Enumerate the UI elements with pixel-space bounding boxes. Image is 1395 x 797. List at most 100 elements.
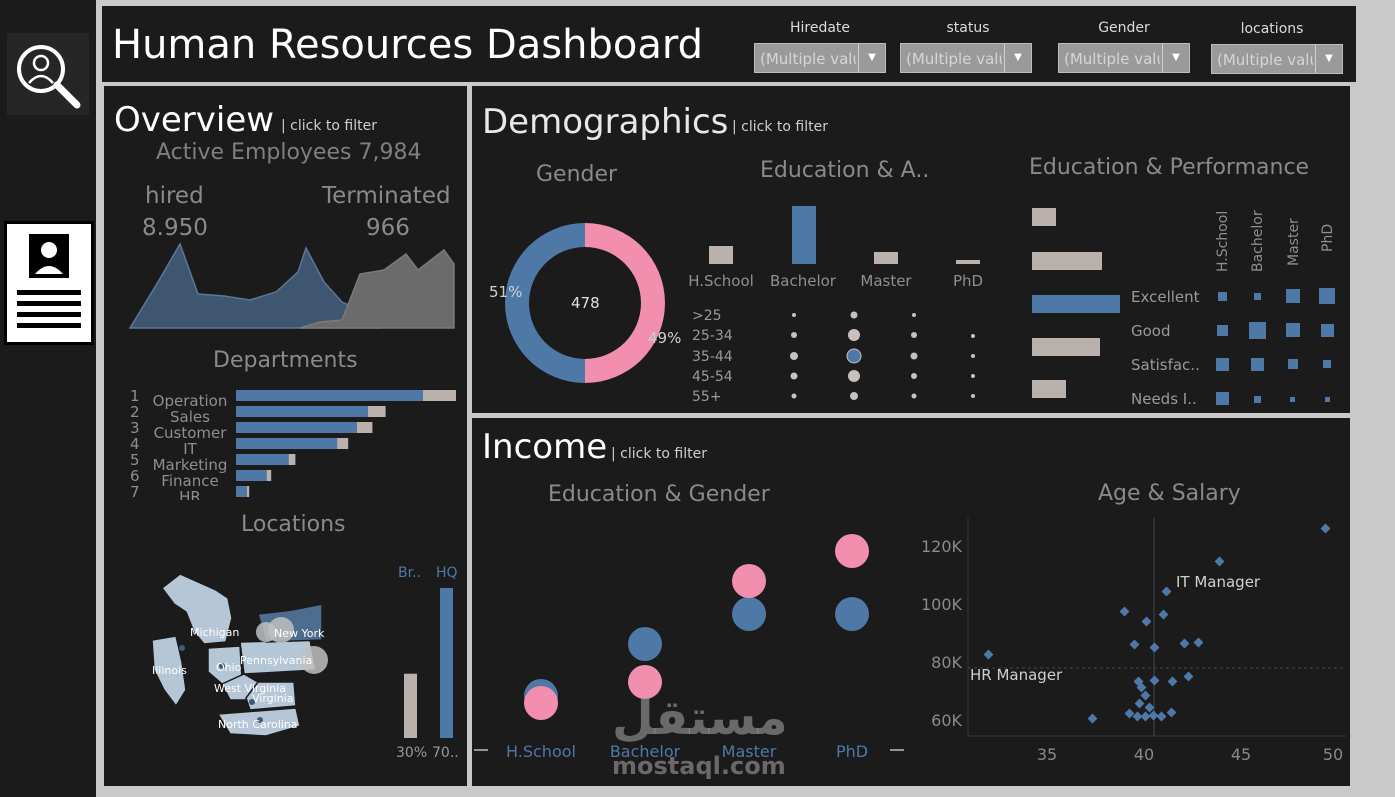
chevron-down-icon[interactable]: ▼ — [858, 44, 885, 72]
scatter-point — [1148, 710, 1159, 721]
filter-gender-dropdown[interactable]: (Multiple values) ▼ — [1058, 43, 1190, 73]
map-label-michigan: Michigan — [190, 626, 239, 639]
map-marker — [179, 645, 185, 651]
income-filter-hint[interactable]: | click to filter — [611, 446, 707, 462]
scatter-point — [1119, 606, 1130, 617]
demographics-filter-hint[interactable]: | click to filter — [732, 119, 828, 135]
education-performance-chart[interactable]: H.School Bachelor Master PhD Excellent G… — [1028, 200, 1344, 412]
hq-bar[interactable] — [440, 588, 453, 738]
age-label: 35-44 — [692, 349, 733, 365]
hire-termination-sparklines — [128, 242, 455, 329]
perf-col-label: PhD — [1320, 224, 1336, 252]
perf-row-label: Satisfac.. — [1131, 356, 1200, 374]
map-marker — [219, 663, 225, 669]
chevron-down-icon[interactable]: ▼ — [1004, 44, 1031, 72]
y-tick: 60K — [931, 711, 962, 730]
age-label: 25-34 — [692, 328, 733, 344]
gender-total: 478 — [571, 294, 600, 312]
perf-col-label: Bachelor — [1250, 210, 1266, 272]
department-rank: 7 — [130, 483, 140, 500]
department-active-bar[interactable] — [236, 422, 357, 433]
scatter-point — [1144, 702, 1155, 713]
active-employees: Active Employees 7,984 — [156, 140, 422, 165]
age-dot — [910, 352, 918, 360]
scatter-point — [1134, 698, 1145, 709]
age-salary-scatter[interactable]: 120K 100K 80K 60K 35 40 45 50 IT Manager… — [906, 514, 1350, 770]
female-bubble — [628, 665, 662, 699]
scatter-point — [1149, 675, 1160, 686]
scatter-point — [1179, 638, 1190, 649]
age-dot — [912, 313, 916, 317]
map-label-west-virginia: West Virginia — [214, 682, 286, 695]
frame-right — [1356, 0, 1395, 797]
y-tick: 100K — [921, 595, 963, 614]
employee-profile-icon[interactable] — [4, 221, 94, 345]
female-bubble — [524, 686, 558, 720]
gender-donut-chart[interactable] — [500, 218, 670, 388]
male-bubble — [628, 627, 662, 661]
perf-bar — [1032, 295, 1120, 313]
demographics-title: Demographics — [482, 102, 729, 142]
age-label: 45-54 — [692, 369, 733, 385]
locations-title: Locations — [241, 512, 346, 537]
locations-map[interactable]: Michigan New York Illinois Ohio Pennsylv… — [146, 570, 346, 750]
department-name: Marketing — [153, 456, 228, 474]
department-rank: 2 — [130, 403, 140, 421]
filter-hiredate-dropdown[interactable]: (Multiple values) ▼ — [754, 43, 886, 73]
education-gender-chart[interactable]: H.School Bachelor Master PhD — [474, 520, 904, 770]
gender-pct-female: 49% — [648, 329, 682, 347]
hired-value: 8.950 — [142, 215, 208, 241]
perf-square — [1288, 359, 1298, 369]
search-employee-icon[interactable] — [7, 33, 89, 115]
perf-square — [1321, 324, 1334, 337]
filter-locations-value: (Multiple values) — [1217, 51, 1313, 69]
edu-label: H.School — [688, 272, 754, 290]
map-label-ohio: Ohio — [216, 661, 242, 674]
filter-gender-value: (Multiple values) — [1064, 50, 1160, 68]
department-rank: 4 — [130, 435, 140, 453]
perf-square — [1323, 360, 1331, 368]
filter-status-value: (Multiple values) — [906, 50, 1002, 68]
education-age-chart[interactable]: H.School Bachelor Master PhD >25 25-34 3… — [686, 200, 996, 410]
page-title: Human Resources Dashboard — [112, 22, 703, 68]
chevron-down-icon[interactable]: ▼ — [1315, 45, 1342, 73]
overview-filter-hint[interactable]: | click to filter — [281, 118, 377, 134]
michigan-shape — [160, 573, 233, 645]
departments-chart[interactable]: 1 Operation 2 Sales 3 Customer 4 IT 5 Marketing 6 F… — [124, 386, 464, 500]
branch-pct: 30% — [396, 745, 428, 761]
department-active-bar[interactable] — [236, 406, 368, 417]
panel-divider-bottom-left — [102, 86, 104, 786]
gender-female-slice — [585, 223, 665, 383]
age-label: >25 — [692, 308, 722, 324]
branch-bar[interactable] — [404, 673, 417, 738]
map-label-new-york: New York — [274, 627, 325, 640]
perf-square — [1290, 397, 1295, 402]
scatter-point — [1166, 707, 1177, 718]
age-dot — [791, 393, 797, 399]
age-dot — [911, 332, 917, 338]
edu-gender-label: Bachelor — [610, 742, 681, 761]
edu-bar — [956, 260, 980, 264]
map-marker — [256, 622, 276, 642]
location-split-chart[interactable] — [396, 586, 466, 742]
department-active-bar[interactable] — [236, 390, 423, 401]
department-active-bar[interactable] — [236, 438, 338, 449]
edu-bar — [792, 206, 816, 264]
chevron-down-icon[interactable]: ▼ — [1162, 44, 1189, 72]
map-label-illinois: Illinois — [152, 664, 187, 677]
department-active-bar[interactable] — [236, 486, 247, 497]
department-active-bar[interactable] — [236, 470, 267, 481]
scatter-point — [1136, 682, 1147, 693]
department-active-bar[interactable] — [236, 454, 289, 465]
age-dot — [971, 394, 975, 398]
filter-label-gender: Gender — [1098, 20, 1150, 36]
filter-status-dropdown[interactable]: (Multiple values) ▼ — [900, 43, 1032, 73]
panel-divider-vertical — [467, 86, 472, 786]
age-dot — [971, 354, 975, 358]
filter-locations-dropdown[interactable]: (Multiple values) ▼ — [1211, 44, 1343, 74]
age-dot — [790, 352, 798, 360]
perf-bar — [1032, 338, 1100, 356]
x-tick: 50 — [1323, 745, 1343, 764]
perf-square — [1286, 289, 1300, 303]
map-marker — [300, 646, 328, 674]
